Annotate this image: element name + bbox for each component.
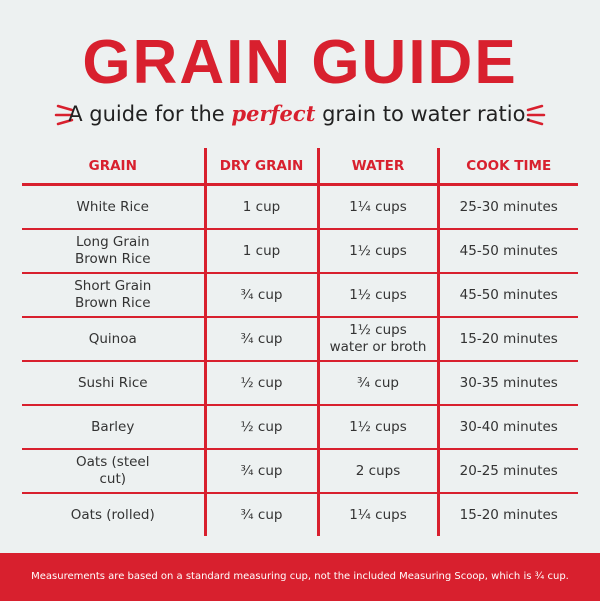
table-cell: ¾ cup (203, 272, 318, 317)
table-cell: 1½ cups water or broth (316, 316, 438, 361)
table-cell: 25-30 minutes (436, 184, 578, 229)
table-cell: 1 cup (203, 228, 318, 273)
cell-text: 15-20 minutes (459, 330, 558, 347)
cell-text: 25-30 minutes (459, 198, 558, 215)
table-cell: 15-20 minutes (436, 492, 578, 536)
cell-text: 30-40 minutes (459, 418, 558, 435)
table-cell: 20-25 minutes (436, 448, 578, 493)
cell-text: 20-25 minutes (459, 462, 558, 479)
column-header: GRAIN (22, 148, 205, 186)
decoration (54, 104, 546, 126)
cell-text: 1 cup (242, 198, 281, 215)
table-row: Long Grain Brown Rice 1 cup 1½ cups 45-50 m… (22, 228, 578, 273)
table-cell: ¾ cup (203, 492, 318, 536)
footer: Measurements are based on a standard mea… (0, 553, 600, 601)
table-cell: White Rice (22, 185, 205, 230)
table-cell: 15-20 minutes (436, 316, 578, 361)
table-cell: ½ cup (203, 360, 318, 405)
table-cell: ¾ cup (203, 316, 318, 361)
cell-text: Oats (steel cut) (76, 454, 150, 487)
subtitle-text: A guide for the (68, 102, 225, 126)
cell-text: 1½ cups (349, 418, 407, 435)
cell-text: ¾ cup (240, 506, 283, 523)
table-cell: 1½ cups (316, 272, 438, 317)
cell-text: ½ cup (240, 374, 283, 391)
table-row: Short Grain Brown Rice ¾ cup 1½ cups 45-50 … (22, 272, 578, 317)
table-row: Sushi Rice ½ cup ¾ cup 30-35 minutes (22, 360, 578, 405)
table-cell: Sushi Rice (22, 360, 205, 405)
table-cell: Oats (rolled) (22, 492, 205, 536)
subtitle-emphasis: perfect (231, 101, 316, 126)
cell-text: 2 cups (355, 462, 401, 479)
cell-text: 15-20 minutes (459, 506, 558, 523)
cell-text: 30-35 minutes (459, 374, 558, 391)
title: GRAIN GUIDE (82, 28, 518, 97)
table-cell: Oats (steel cut) (22, 448, 205, 493)
cell-text: Short Grain Brown Rice (74, 278, 152, 311)
table-cell: 1 cup (203, 184, 318, 229)
cell-text: ½ cup (240, 418, 283, 435)
cell-text: 45-50 minutes (459, 286, 558, 303)
table-cell: Barley (22, 404, 205, 449)
column-header: WATER (316, 148, 438, 186)
table-cell: Long Grain Brown Rice (22, 228, 205, 273)
cell-text: ¾ cup (240, 286, 283, 303)
column-header: DRY GRAIN (203, 148, 318, 186)
column-header: COOK TIME (436, 148, 578, 186)
table-cell: 45-50 minutes (436, 272, 578, 317)
cell-text: 45-50 minutes (459, 242, 558, 259)
table-row: Oats (steel cut) ¾ cup 2 cups 20-25 minutes (22, 448, 578, 493)
table-cell: 2 cups (316, 448, 438, 493)
table-row: Quinoa ¾ cup 1½ cups water or broth 15-20 m… (22, 316, 578, 361)
grain-table: GRAIN DRY GRAIN WATER COOK TIME White Rice 1… (22, 148, 578, 536)
table-cell: ¾ cup (316, 360, 438, 405)
cell-text: White Rice (76, 198, 149, 215)
header-row: GRAIN DRY GRAIN WATER COOK TIME (22, 148, 578, 186)
table-cell: 30-35 minutes (436, 360, 578, 405)
cell-text: 1 cup (242, 242, 281, 259)
table-cell: 1½ cups (316, 228, 438, 273)
table-cell: 1¼ cups (316, 184, 438, 229)
table-cell: 1¼ cups (316, 492, 438, 536)
cell-text: 1½ cups water or broth (329, 322, 427, 355)
cell-text: ¾ cup (240, 462, 283, 479)
cell-text: ¾ cup (240, 330, 283, 347)
table-row: Barley ½ cup 1½ cups 30-40 minutes (22, 404, 578, 449)
cell-text: 1½ cups (349, 286, 407, 303)
cell-text: Sushi Rice (77, 374, 148, 391)
table-row: White Rice 1 cup 1¼ cups 25-30 minutes (22, 184, 578, 230)
table-cell: 1½ cups (316, 404, 438, 449)
table-row: Oats (rolled) ¾ cup 1¼ cups 15-20 minutes (22, 492, 578, 536)
table-cell: 30-40 minutes (436, 404, 578, 449)
cell-text: Barley (91, 418, 135, 435)
footer-note: Measurements are based on a standard mea… (31, 571, 569, 582)
cell-text: 1¼ cups (349, 506, 407, 523)
table-cell: Quinoa (22, 316, 205, 361)
cell-text: 1¼ cups (349, 198, 407, 215)
table-cell: ¾ cup (203, 448, 318, 493)
cell-text: 1½ cups (349, 242, 407, 259)
table-cell: ½ cup (203, 404, 318, 449)
cell-text: ¾ cup (357, 374, 399, 391)
table-cell: 45-50 minutes (436, 228, 578, 273)
cell-text: Quinoa (88, 330, 137, 347)
subtitle: A guide for the perfect grain to water r… (0, 100, 600, 128)
table-cell: Short Grain Brown Rice (22, 272, 205, 317)
cell-text: Oats (rolled) (70, 506, 155, 523)
cell-text: Long Grain Brown Rice (74, 234, 151, 267)
subtitle-text: grain to water ratio. (322, 102, 532, 126)
